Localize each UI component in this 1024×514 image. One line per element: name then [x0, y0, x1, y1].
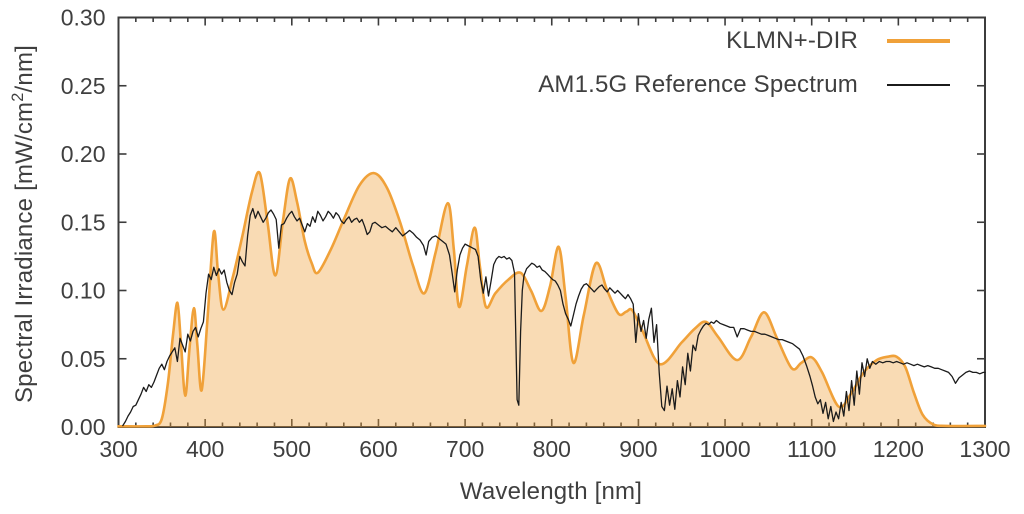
- y-tick-label: 0.20: [61, 141, 106, 167]
- x-tick-label: 600: [359, 436, 397, 462]
- x-tick-label: 500: [273, 436, 311, 462]
- y-tick-label: 0.05: [61, 346, 106, 372]
- klmn-dir-curve: [117, 170, 987, 428]
- y-tick-label: 0.25: [61, 73, 106, 99]
- x-tick-label: 1300: [959, 436, 1010, 462]
- x-axis-label: Wavelength [nm]: [459, 478, 643, 505]
- y-tick-label: 0.00: [61, 414, 106, 440]
- x-tick-label: 1100: [787, 436, 836, 462]
- legend-entry-klmn-dir: KLMN+-DIR: [726, 19, 950, 63]
- x-tick-label: 1200: [873, 436, 924, 462]
- x-tick-label: 900: [619, 436, 657, 462]
- x-tick-label: 800: [533, 436, 571, 462]
- legend: KLMN+-DIR AM1.5G Reference Spectrum: [538, 19, 950, 107]
- y-tick-label: 0.10: [61, 278, 106, 304]
- am15g-reference-curve: [122, 207, 986, 427]
- x-tick-label: 700: [446, 436, 484, 462]
- y-axis-label-superscript: 2: [9, 92, 27, 102]
- klmn-dir-area-fill: [118, 172, 985, 427]
- y-tick-label: 0.30: [61, 5, 106, 31]
- y-tick-label: 0.15: [61, 209, 106, 235]
- legend-label-am15g: AM1.5G Reference Spectrum: [538, 71, 858, 98]
- y-axis-label-text: Spectral Irradiance [mW/cm: [11, 101, 38, 404]
- legend-label-klmn-dir: KLMN+-DIR: [726, 27, 858, 54]
- legend-line-sample-orange: [887, 39, 950, 43]
- x-tick-label: 300: [99, 436, 137, 462]
- legend-entry-am15g: AM1.5G Reference Spectrum: [538, 63, 950, 107]
- x-tick-label: 1000: [699, 436, 750, 462]
- y-axis-label: Spectral Irradiance [mW/cm2/nm]: [9, 45, 39, 403]
- legend-line-sample-black: [887, 84, 950, 86]
- y-axis-label-units: /nm]: [11, 44, 38, 93]
- x-tick-label: 400: [186, 436, 224, 462]
